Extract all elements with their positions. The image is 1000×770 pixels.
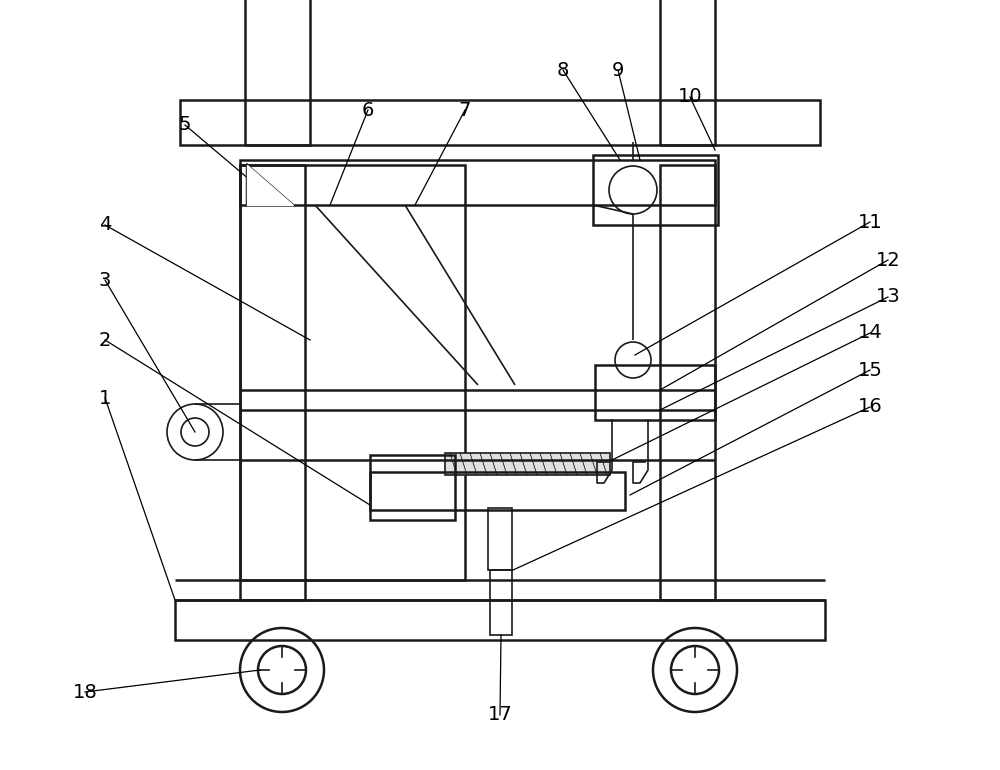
Bar [490,570,512,635]
Text: 2: 2 [99,330,111,350]
Bar [245,0,310,145]
Text: 12: 12 [876,250,900,270]
Text: 14: 14 [858,323,882,343]
Text: 6: 6 [362,101,374,119]
Bar [488,508,512,570]
Bar [240,165,305,600]
Text: 11: 11 [858,213,882,232]
Bar [370,472,625,510]
Text: 13: 13 [876,287,900,306]
Polygon shape [247,165,293,205]
Text: 16: 16 [858,397,882,417]
Text: 4: 4 [99,216,111,235]
Bar [240,160,715,205]
Text: 1: 1 [99,389,111,407]
Text: 15: 15 [858,360,882,380]
Bar [660,165,715,600]
Text: 9: 9 [612,61,624,79]
Text: 8: 8 [557,61,569,79]
Text: 17: 17 [488,705,512,725]
Text: 7: 7 [459,101,471,119]
Bar [593,155,718,225]
Bar [660,0,715,145]
Bar [180,100,820,145]
Bar [240,165,465,580]
Text: 3: 3 [99,270,111,290]
Text: 5: 5 [179,116,191,135]
Text: 18: 18 [73,682,97,701]
Text: 10: 10 [678,88,702,106]
Bar [595,365,715,420]
Bar [175,600,825,640]
Bar [445,453,610,475]
Bar [370,455,455,520]
